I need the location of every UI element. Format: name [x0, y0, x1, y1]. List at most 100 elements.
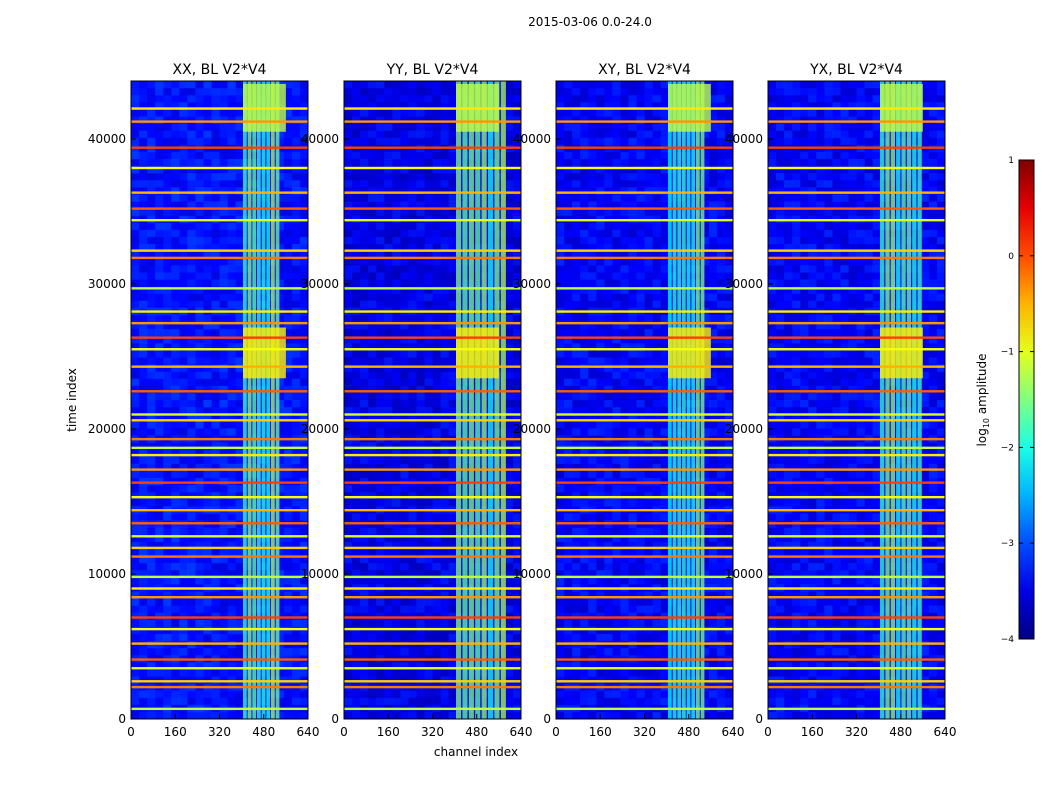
- heatmap-cell: [392, 343, 401, 351]
- heatmap-cell: [724, 343, 733, 351]
- heatmap-cell: [283, 208, 293, 217]
- heatmap-cell: [187, 513, 196, 522]
- heatmap-cell: [131, 173, 140, 181]
- rfi-line: [344, 546, 521, 550]
- heatmap-cell: [299, 633, 308, 642]
- heatmap-cell: [644, 158, 654, 167]
- heatmap-cell: [636, 123, 645, 132]
- heatmap-cell: [604, 336, 613, 344]
- heatmap-cell: [432, 619, 442, 628]
- heatmap-cell: [179, 534, 188, 543]
- heatmap-cell: [512, 463, 521, 472]
- heatmap-cell: [155, 485, 164, 493]
- heatmap-cell: [440, 428, 450, 436]
- heatmap-cell: [512, 378, 521, 387]
- heatmap-cell: [155, 293, 164, 302]
- heatmap-cell: [187, 392, 196, 401]
- heatmap-cell: [299, 499, 308, 507]
- heatmap-cell: [299, 598, 308, 607]
- heatmap-cell: [512, 598, 521, 607]
- heatmap-cell: [147, 400, 156, 408]
- heatmap-cell: [392, 513, 401, 522]
- heatmap-cell: [376, 619, 385, 628]
- heatmap-cell: [368, 265, 377, 273]
- heatmap-cell: [596, 201, 605, 210]
- heatmap-cell: [227, 591, 237, 599]
- heatmap-cell: [283, 378, 293, 387]
- heatmap-cell: [652, 222, 662, 231]
- heatmap-cell: [376, 166, 385, 174]
- heatmap-cell: [227, 81, 237, 89]
- heatmap-cell: [147, 385, 156, 394]
- heatmap-cell: [368, 662, 377, 670]
- heatmap-cell: [628, 322, 637, 330]
- heatmap-cell: [376, 591, 385, 599]
- heatmap-cell: [588, 173, 597, 181]
- heatmap-cell: [352, 570, 361, 578]
- heatmap-cell: [700, 180, 710, 188]
- heatmap-cell: [384, 265, 393, 273]
- heatmap-cell: [155, 548, 164, 557]
- heatmap-cell: [155, 350, 164, 358]
- heatmap-cell: [660, 336, 670, 344]
- heatmap-cell: [139, 456, 148, 465]
- heatmap-cell: [416, 95, 425, 103]
- heatmap-cell: [163, 563, 172, 571]
- heatmap-cell: [504, 527, 514, 536]
- heatmap-cell: [588, 151, 597, 160]
- heatmap-cell: [344, 158, 353, 167]
- heatmap-cell: [147, 88, 156, 96]
- heatmap-cell: [291, 407, 301, 415]
- heatmap-cell: [440, 300, 450, 309]
- heatmap-cell: [155, 166, 164, 174]
- heatmap-cell: [368, 272, 377, 280]
- heatmap-cell: [440, 570, 450, 578]
- heatmap-cell: [368, 641, 377, 649]
- heatmap-cell: [131, 201, 140, 210]
- heatmap-cell: [612, 322, 621, 330]
- heatmap-cell: [235, 123, 245, 132]
- heatmap-cell: [440, 194, 450, 203]
- heatmap-cell: [283, 343, 293, 351]
- heatmap-cell: [588, 222, 597, 231]
- heatmap-cell: [644, 265, 654, 273]
- heatmap-cell: [652, 336, 662, 344]
- heatmap-cell: [131, 563, 140, 571]
- heatmap-cell: [724, 194, 733, 203]
- heatmap-cell: [299, 485, 308, 493]
- heatmap-cell: [400, 137, 409, 146]
- heatmap-cell: [708, 357, 718, 366]
- heatmap-cell: [724, 300, 733, 309]
- heatmap-cell: [376, 626, 385, 635]
- heatmap-cell: [504, 407, 514, 415]
- heatmap-cell: [572, 166, 581, 174]
- heatmap-cell: [344, 187, 353, 195]
- heatmap-cell: [700, 244, 710, 252]
- heatmap-cell: [408, 591, 417, 599]
- heatmap-cell: [211, 541, 220, 550]
- heatmap-cell: [171, 279, 180, 288]
- heatmap-cell: [352, 662, 361, 670]
- rfi-line: [131, 256, 308, 260]
- heatmap-cell: [424, 662, 433, 670]
- heatmap-cell: [291, 648, 301, 656]
- rfi-line: [344, 146, 521, 149]
- heatmap-cell: [283, 442, 293, 451]
- heatmap-cell: [163, 534, 172, 543]
- heatmap-cell: [416, 690, 425, 699]
- heatmap-cell: [556, 314, 565, 323]
- heatmap-cell: [299, 400, 308, 408]
- heatmap-cell: [219, 697, 229, 706]
- heatmap-cell: [219, 534, 229, 543]
- heatmap-cell: [219, 641, 229, 649]
- heatmap-cell: [400, 641, 409, 649]
- heatmap-cell: [448, 400, 458, 408]
- heatmap-cell: [440, 173, 450, 181]
- heatmap-cell: [700, 265, 710, 273]
- heatmap-cell: [612, 151, 621, 160]
- heatmap-cell: [588, 229, 597, 238]
- heatmap-cell: [424, 336, 433, 344]
- heatmap-cell: [211, 378, 220, 387]
- panel-title: YY, BL V2*V4: [386, 62, 479, 78]
- heatmap-cell: [344, 463, 353, 472]
